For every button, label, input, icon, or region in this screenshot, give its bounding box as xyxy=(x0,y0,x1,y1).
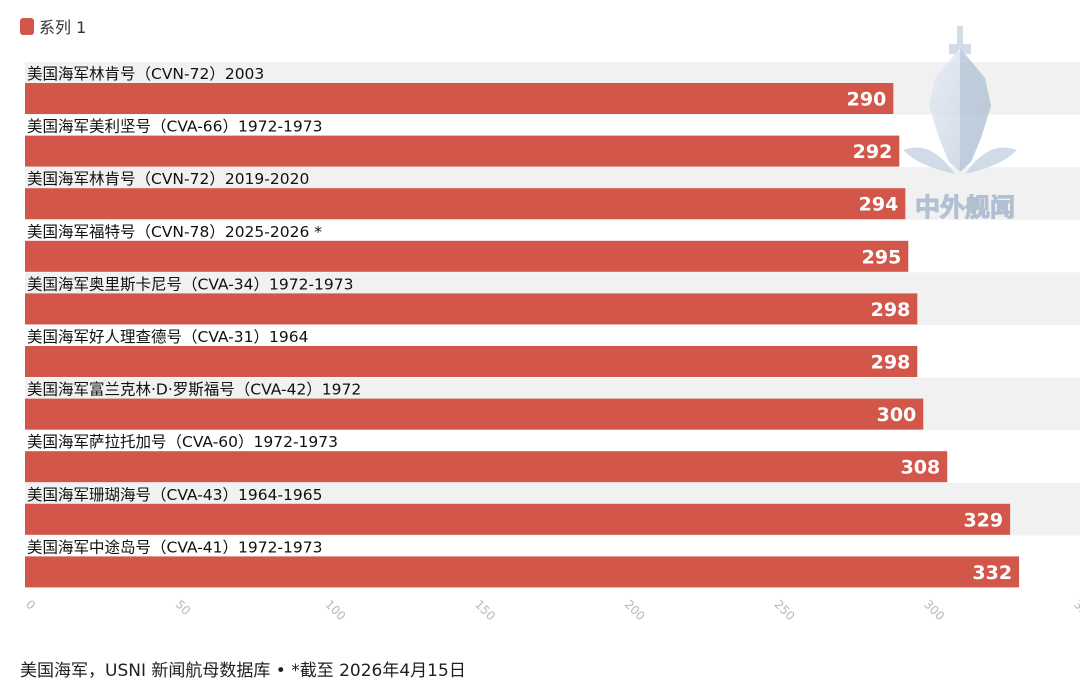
data-label: 298 xyxy=(871,352,911,374)
watermark-text: 中外舰闻 xyxy=(915,193,1015,222)
category-label: 美国海军林肯号（CVN-72）2003 xyxy=(27,65,264,83)
bar xyxy=(25,83,894,114)
bar xyxy=(25,240,909,272)
category-label: 美国海军美利坚号（CVA-66）1972-1973 xyxy=(27,118,323,136)
category-label: 美国海军福特号（CVN-78）2025-2026 * xyxy=(27,223,322,241)
x-tick-label: 50 xyxy=(173,597,194,618)
bar xyxy=(25,293,918,325)
data-label: 329 xyxy=(963,509,1003,531)
data-label: 308 xyxy=(901,457,941,479)
category-label: 美国海军萨拉托加号（CVA-60）1972-1973 xyxy=(27,433,338,451)
data-label: 294 xyxy=(859,194,899,216)
data-label: 292 xyxy=(853,141,893,163)
bar xyxy=(25,451,948,483)
x-tick-label: 200 xyxy=(622,597,648,623)
legend-swatch xyxy=(20,17,34,35)
data-label: 295 xyxy=(862,246,902,268)
category-label: 美国海军富兰克林·D·罗斯福号（CVA-42）1972 xyxy=(27,381,361,399)
bar xyxy=(25,398,924,430)
data-label: 290 xyxy=(847,89,887,111)
warship-icon: 中外舰闻 xyxy=(903,26,1017,223)
x-tick-label: 0 xyxy=(23,597,38,612)
x-tick-label: 150 xyxy=(472,597,498,623)
category-label: 美国海军好人理查德号（CVA-31）1964 xyxy=(27,328,308,346)
data-label: 332 xyxy=(972,562,1012,584)
category-label: 美国海军林肯号（CVN-72）2019-2020 xyxy=(27,170,309,188)
category-label: 美国海军奥里斯卡尼号（CVA-34）1972-1973 xyxy=(27,275,354,293)
bar xyxy=(25,503,1011,535)
bar xyxy=(25,135,900,167)
x-tick-label: 300 xyxy=(921,597,947,623)
legend: 系列 1 xyxy=(20,14,86,38)
bar xyxy=(25,188,906,220)
category-label: 美国海军中途岛号（CVA-41）1972-1973 xyxy=(27,538,323,556)
category-label: 美国海军珊瑚海号（CVA-43）1964-1965 xyxy=(27,486,323,504)
x-tick-label: 250 xyxy=(771,597,797,623)
chart-source-note: 美国海军，USNI 新闻航母数据库 • *截至 2026年4月15日 xyxy=(20,661,466,681)
legend-label: 系列 1 xyxy=(39,18,87,37)
bar xyxy=(25,556,1020,588)
x-tick-label: 100 xyxy=(322,597,348,623)
bar-chart: 美国海军林肯号（CVN-72）2003 290 美国海军美利坚号（CVA-66）19… xyxy=(23,62,1080,623)
data-label: 300 xyxy=(877,404,917,426)
x-tick-label: 350 xyxy=(1071,597,1080,623)
data-label: 298 xyxy=(871,299,911,321)
bar xyxy=(25,346,918,377)
